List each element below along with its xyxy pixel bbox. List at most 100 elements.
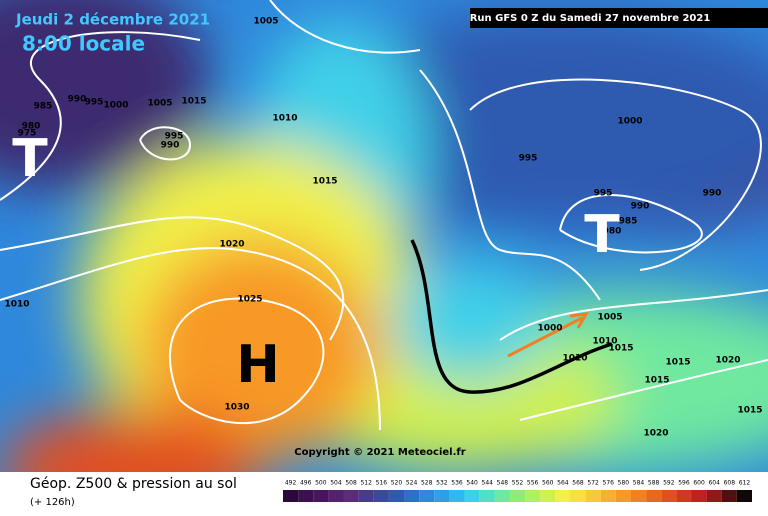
colorbar-swatch — [298, 490, 314, 502]
colorbar-swatch — [373, 490, 389, 502]
colorbar-swatch — [661, 490, 677, 502]
isobars — [0, 0, 768, 431]
colorbar-swatch — [419, 490, 435, 502]
isobar-label: 1010 — [4, 300, 29, 310]
colorbar-swatch — [721, 490, 737, 502]
colorbar-label: 604 — [708, 480, 720, 487]
colorbar-swatch — [646, 490, 662, 502]
colorbar-label: 492 — [285, 480, 297, 487]
colorbar-swatch — [736, 490, 752, 502]
colorbar-swatch — [313, 490, 329, 502]
isobar-label: 985 — [34, 102, 53, 112]
colorbar-label: 608 — [724, 480, 736, 487]
isobar-label: 995 — [519, 154, 538, 164]
colorbar-label: 528 — [421, 480, 433, 487]
colorbar-label: 572 — [587, 480, 599, 487]
colorbar-swatch — [555, 490, 571, 502]
colorbar-swatch — [283, 490, 299, 502]
colorbar-label: 504 — [330, 480, 342, 487]
colorbar-swatch — [358, 490, 374, 502]
colorbar-swatch — [449, 490, 465, 502]
colorbar-label: 508 — [345, 480, 357, 487]
isobar-label: 1005 — [253, 17, 278, 27]
colorbar-swatch — [540, 490, 556, 502]
colorbar-label: 592 — [663, 480, 675, 487]
colorbar-swatch — [509, 490, 526, 502]
colorbar-swatch — [600, 490, 616, 502]
colorbar-label: 544 — [482, 480, 494, 487]
time: 8:00 locale — [22, 32, 145, 56]
colorbar-swatch — [630, 490, 647, 502]
colorbar-label: 596 — [678, 480, 690, 487]
run-label: Run GFS 0 Z du Samedi 27 novembre 2021 — [470, 13, 711, 24]
colorbar-label: 612 — [739, 480, 751, 487]
isobar-label: 1030 — [224, 403, 249, 413]
colorbar-swatch — [328, 490, 344, 502]
footer-title: Géop. Z500 & pression au sol — [30, 476, 237, 492]
isobar-label: 1015 — [737, 406, 762, 416]
colorbar-label: 580 — [618, 480, 630, 487]
colorbar-label: 548 — [497, 480, 509, 487]
isobar-label: 1000 — [103, 101, 128, 111]
isobar-label: 1000 — [537, 324, 562, 334]
colorbar-label: 556 — [527, 480, 539, 487]
colorbar-swatch — [464, 490, 480, 502]
isobar-label: 1025 — [237, 295, 262, 305]
isobar-label: 980 — [603, 227, 622, 237]
isobar-label: 995 — [85, 98, 104, 108]
date: Jeudi 2 décembre 2021 — [15, 11, 210, 29]
colorbar-label: 568 — [572, 480, 584, 487]
colorbar-label: 512 — [360, 480, 372, 487]
isobar-label: 995 — [594, 189, 613, 199]
copyright: Copyright © 2021 Meteociel.fr — [294, 447, 465, 458]
colorbar-label: 520 — [391, 480, 403, 487]
isobar-label: 1010 — [592, 337, 617, 347]
isobar-label: 980 — [22, 122, 41, 132]
isobar-label: 1015 — [608, 344, 633, 354]
isobar-label: 1020 — [643, 429, 668, 439]
colorbar-swatch — [585, 490, 601, 502]
colorbar-label: 560 — [542, 480, 554, 487]
colorbar-swatch — [343, 490, 359, 502]
colorbar-label: 576 — [603, 480, 615, 487]
colorbar-label: 536 — [451, 480, 463, 487]
colorbar-swatch — [494, 490, 510, 502]
colorbar-label: 500 — [315, 480, 327, 487]
pressure-center: H — [236, 335, 280, 395]
isobar-label: 1010 — [562, 354, 587, 364]
colorbar-label: 496 — [300, 480, 312, 487]
colorbar-label: 532 — [436, 480, 448, 487]
pressure-center: T — [12, 129, 48, 189]
colorbar-swatch — [615, 490, 631, 502]
isobar-label: 990 — [68, 95, 87, 105]
isobar-label: 1000 — [617, 117, 642, 127]
colorbar-label: 524 — [406, 480, 418, 487]
isobar-label: 990 — [703, 189, 722, 199]
isobar-label: 1015 — [181, 97, 206, 107]
colorbar-swatch — [525, 490, 541, 502]
isobar-label: 1005 — [147, 99, 172, 109]
lead-time: (+ 126h) — [30, 497, 75, 508]
isobar-label: 1005 — [597, 313, 622, 323]
colorbar-label: 564 — [557, 480, 569, 487]
colorbar-label: 540 — [466, 480, 478, 487]
colorbar-label: 516 — [376, 480, 388, 487]
isobar-label: 1015 — [312, 177, 337, 187]
isobar-label: 1010 — [272, 114, 297, 124]
colorbar-label: 588 — [648, 480, 660, 487]
colorbar-swatch — [570, 490, 586, 502]
colorbar-label: 584 — [633, 480, 645, 487]
colorbar-swatch — [434, 490, 450, 502]
isobar-label: 995 — [165, 132, 184, 142]
colorbar-label: 552 — [512, 480, 524, 487]
colorbar-swatch — [706, 490, 722, 502]
colorbar-swatch — [479, 490, 495, 502]
pressure-center: T — [584, 205, 620, 265]
isobar-label: 990 — [631, 202, 650, 212]
isobar-label: 1020 — [219, 240, 244, 250]
isobar-label: 990 — [161, 141, 180, 151]
isobar-label: 985 — [619, 217, 638, 227]
colorbar-swatch — [388, 490, 405, 502]
